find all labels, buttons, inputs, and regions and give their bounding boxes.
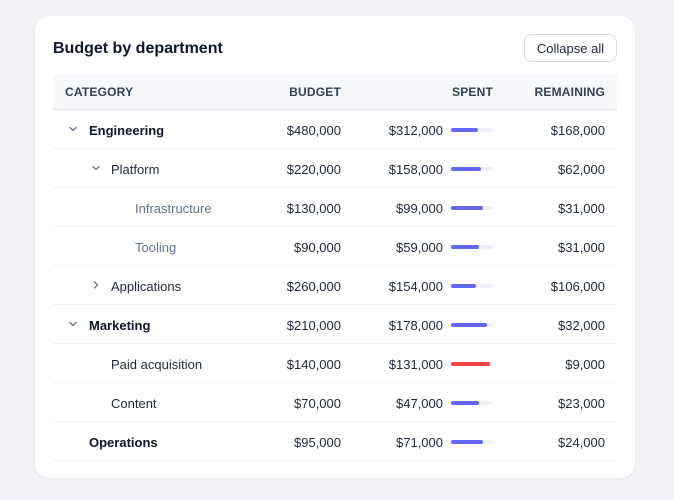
column-header-remaining[interactable]: REMAINING xyxy=(534,85,605,99)
spent-progress-fill xyxy=(451,206,483,210)
spent-progress-fill xyxy=(451,245,479,249)
row-budget: $130,000 xyxy=(286,201,341,216)
card-title: Budget by department xyxy=(53,40,223,57)
spent-progress-fill xyxy=(451,362,491,366)
spent-progress-fill xyxy=(451,128,479,132)
row-category-name: Engineering xyxy=(89,123,165,138)
collapse-all-button[interactable]: Collapse all xyxy=(524,34,617,62)
spent-progress-fill xyxy=(451,167,482,171)
table-row: Tooling $90,000 $59,000 $31,000 xyxy=(53,227,617,266)
row-remaining: $62,000 xyxy=(558,162,605,177)
row-spent: $71,000 xyxy=(396,435,443,450)
row-budget: $90,000 xyxy=(294,240,341,255)
row-spent: $131,000 xyxy=(388,357,443,372)
row-category-name: Platform xyxy=(111,162,160,177)
budget-card: Budget by department Collapse all CATEGO… xyxy=(35,16,635,478)
spent-progress-bar xyxy=(451,440,493,444)
row-remaining: $31,000 xyxy=(558,201,605,216)
row-category-name: Applications xyxy=(111,279,182,294)
row-spent: $178,000 xyxy=(388,318,443,333)
row-remaining: $31,000 xyxy=(558,240,605,255)
row-spent: $154,000 xyxy=(388,279,443,294)
table-row[interactable]: Marketing $210,000 $178,000 $32,000 xyxy=(53,305,617,344)
column-header-category[interactable]: CATEGORY xyxy=(65,85,134,99)
row-spent: $99,000 xyxy=(396,201,443,216)
row-budget: $95,000 xyxy=(294,435,341,450)
table-body: Engineering $480,000 $312,000 $168,000 Platf… xyxy=(53,110,617,461)
table-row[interactable]: Applications $260,000 $154,000 $106,000 xyxy=(53,266,617,305)
table-row: Paid acquisition $140,000 $131,000 $9,000 xyxy=(53,344,617,383)
spent-progress-bar xyxy=(451,401,493,405)
row-budget: $260,000 xyxy=(286,279,341,294)
row-remaining: $24,000 xyxy=(558,435,605,450)
spent-progress-bar xyxy=(451,167,493,171)
chevron-down-icon[interactable] xyxy=(66,317,80,331)
row-category-name: Infrastructure xyxy=(135,201,212,216)
row-budget: $480,000 xyxy=(286,123,341,138)
row-budget: $210,000 xyxy=(286,318,341,333)
row-remaining: $32,000 xyxy=(558,318,605,333)
row-spent: $47,000 xyxy=(396,396,443,411)
table-row[interactable]: Engineering $480,000 $312,000 $168,000 xyxy=(53,110,617,149)
row-budget: $70,000 xyxy=(294,396,341,411)
spent-progress-bar xyxy=(451,323,493,327)
row-remaining: $9,000 xyxy=(565,357,605,372)
table-header: CATEGORY BUDGET SPENT REMAINING xyxy=(53,74,617,110)
row-remaining: $168,000 xyxy=(550,123,605,138)
row-spent: $59,000 xyxy=(396,240,443,255)
row-spent: $312,000 xyxy=(388,123,443,138)
table-row: Content $70,000 $47,000 $23,000 xyxy=(53,383,617,422)
spent-progress-fill xyxy=(451,440,483,444)
table-row: Operations $95,000 $71,000 $24,000 xyxy=(53,422,617,461)
spent-progress-bar xyxy=(451,128,493,132)
row-budget: $220,000 xyxy=(286,162,341,177)
column-header-budget[interactable]: BUDGET xyxy=(289,85,341,99)
table-row: Infrastructure $130,000 $99,000 $31,000 xyxy=(53,188,617,227)
table-row[interactable]: Platform $220,000 $158,000 $62,000 xyxy=(53,149,617,188)
spent-progress-fill xyxy=(451,323,487,327)
spent-progress-fill xyxy=(451,284,476,288)
chevron-down-icon[interactable] xyxy=(89,161,103,175)
row-category-name: Content xyxy=(111,396,157,411)
spent-progress-fill xyxy=(451,401,480,405)
row-category-name: Paid acquisition xyxy=(111,357,203,372)
chevron-down-icon[interactable] xyxy=(66,122,80,136)
row-budget: $140,000 xyxy=(286,357,341,372)
spent-progress-bar xyxy=(451,206,493,210)
row-category-name: Tooling xyxy=(135,240,177,255)
row-remaining: $23,000 xyxy=(558,396,605,411)
budget-table: CATEGORY BUDGET SPENT REMAINING Engineer… xyxy=(53,74,617,461)
row-category-name: Marketing xyxy=(89,318,151,333)
row-remaining: $106,000 xyxy=(550,279,605,294)
spent-progress-bar xyxy=(451,284,493,288)
row-category-name: Operations xyxy=(89,435,158,450)
column-header-spent[interactable]: SPENT xyxy=(451,85,493,99)
spent-progress-bar xyxy=(451,245,493,249)
row-spent: $158,000 xyxy=(388,162,443,177)
spent-progress-bar xyxy=(451,362,493,366)
chevron-right-icon[interactable] xyxy=(89,278,103,292)
